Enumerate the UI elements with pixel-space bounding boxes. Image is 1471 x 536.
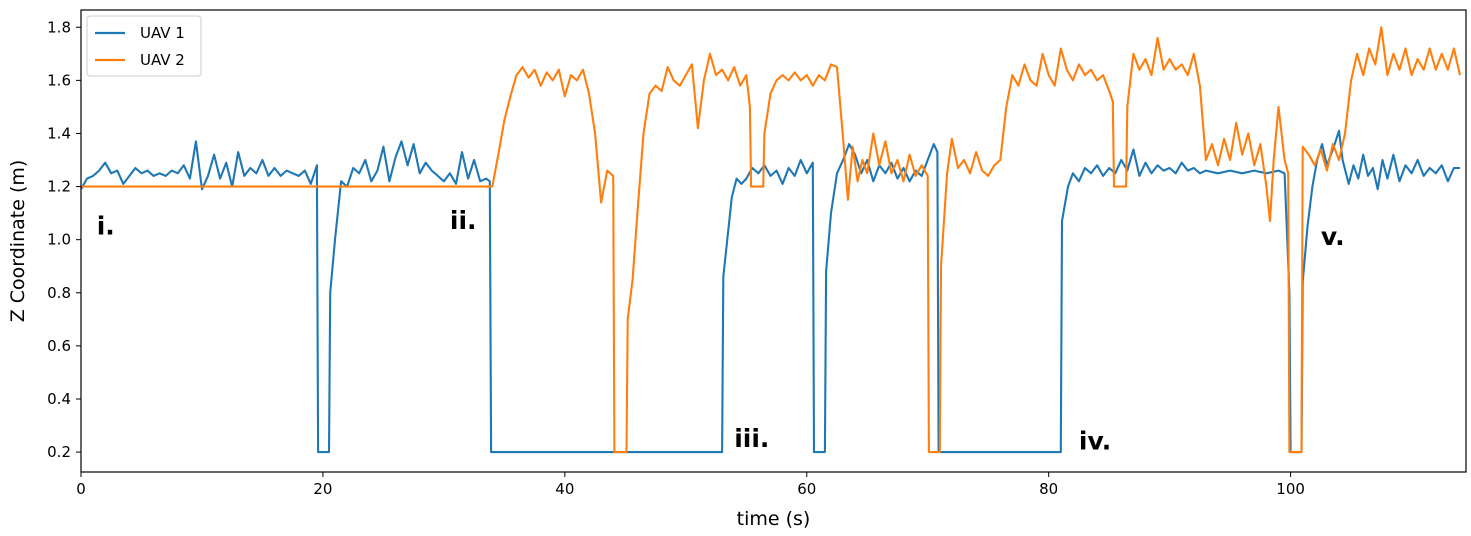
x-tick-label: 100 — [1276, 480, 1305, 498]
y-tick-label: 1.8 — [47, 18, 71, 36]
annotation-label: iii. — [734, 424, 769, 453]
annotations: i. ii. iii. iv. v. — [97, 206, 1345, 455]
x-axis-label: time (s) — [737, 508, 811, 530]
x-tick-label: 0 — [76, 480, 86, 498]
y-tick-label: 1.6 — [47, 71, 71, 89]
x-tick-label: 60 — [797, 480, 816, 498]
y-tick-label: 1.0 — [47, 231, 71, 249]
annotation-label: ii. — [450, 206, 477, 235]
annotation-label: i. — [97, 211, 115, 240]
x-tick-label: 20 — [313, 480, 332, 498]
y-tick-label: 0.6 — [47, 337, 71, 355]
series-line-uav-1 — [81, 129, 1460, 454]
legend-label-uav-1: UAV 1 — [140, 24, 185, 42]
y-tick-label: 1.2 — [47, 178, 71, 196]
plot-area-frame — [80, 9, 1467, 473]
y-tick-label: 0.8 — [47, 284, 71, 302]
series-layer — [81, 26, 1462, 454]
legend: UAV 1 UAV 2 — [86, 15, 202, 77]
x-tick-label: 40 — [555, 480, 574, 498]
annotation-label: iv. — [1079, 426, 1111, 455]
y-tick-label: 1.4 — [47, 124, 71, 142]
tick-layer: 0 20 40 60 80 100 0.2 0.4 0.6 0.8 1.0 1.2 1.4 1.6 1.8 — [47, 18, 1305, 498]
series-line-uav-2 — [81, 26, 1462, 454]
annotation-label: v. — [1321, 222, 1345, 251]
legend-label-uav-2: UAV 2 — [140, 51, 185, 69]
y-axis-label: Z Coordinate (m) — [7, 160, 29, 323]
y-tick-label: 0.2 — [47, 443, 71, 461]
x-tick-label: 80 — [1039, 480, 1058, 498]
y-tick-label: 0.4 — [47, 390, 71, 408]
